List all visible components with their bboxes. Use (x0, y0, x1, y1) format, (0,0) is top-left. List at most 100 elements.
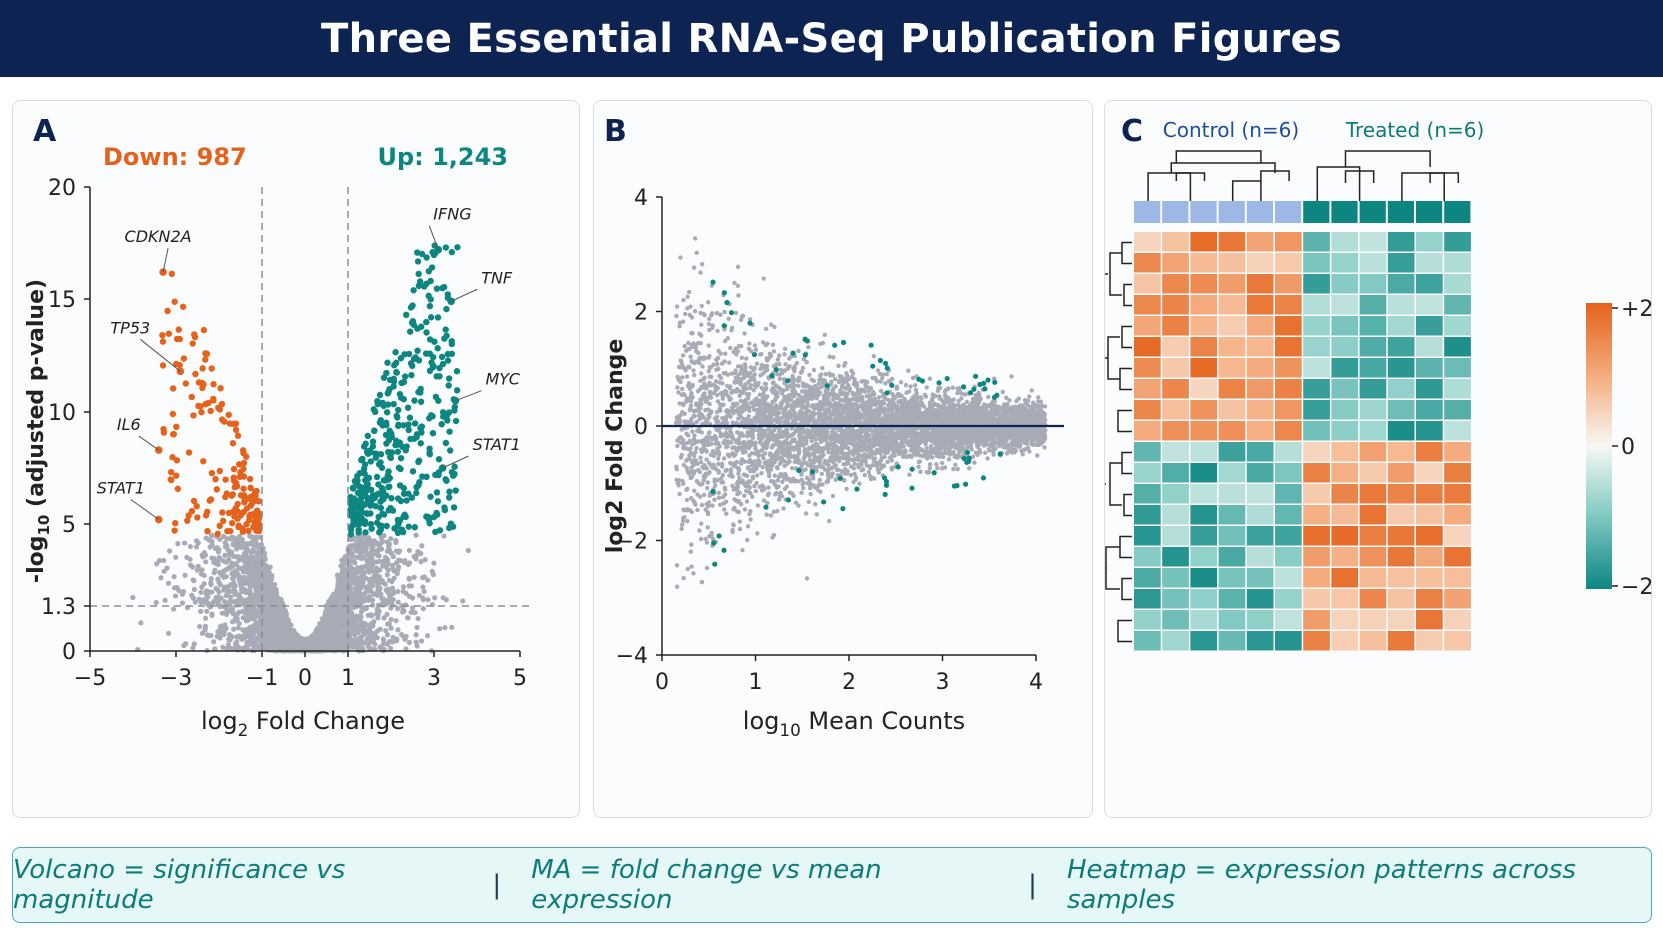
ns-point (231, 598, 237, 605)
down-point (175, 326, 182, 333)
up-point (409, 468, 417, 475)
down-point (240, 485, 247, 492)
down-point (212, 475, 219, 483)
up-point (410, 287, 417, 294)
ns-point (254, 556, 260, 562)
ns-point (311, 633, 317, 639)
ns-point (346, 566, 352, 572)
ns-point (393, 548, 399, 554)
ma-ns-point (694, 446, 699, 451)
down-point (207, 407, 214, 415)
ns-point (384, 565, 390, 571)
ns-point (175, 541, 181, 547)
ns-point (138, 620, 144, 626)
ns-point (253, 587, 259, 593)
ns-point (384, 611, 390, 617)
ma-ns-point (707, 393, 713, 398)
ns-point (411, 553, 417, 560)
ns-point (232, 588, 238, 595)
up-point (415, 270, 422, 278)
down-point (180, 355, 188, 362)
ns-point (378, 546, 385, 552)
ns-point (263, 628, 269, 634)
panel-label-b: B (604, 114, 627, 149)
ma-ns-point (753, 347, 759, 352)
ns-point (190, 595, 196, 601)
ns-point (344, 613, 350, 619)
volcano-panel: A Down: 987 Up: 1,243 CDKN2A TP53 IL6 STAT1… (12, 100, 580, 818)
down-point (239, 447, 247, 454)
ns-point (247, 635, 253, 641)
ns-point (211, 639, 217, 645)
ns-point (358, 614, 364, 620)
ns-point (222, 552, 228, 558)
volcano-y-tick: 20 (48, 176, 76, 201)
ns-point (287, 645, 293, 651)
ns-point (419, 543, 425, 549)
down-point (226, 420, 234, 427)
up-point (449, 523, 457, 530)
ns-point (372, 641, 378, 647)
ns-point (352, 632, 358, 638)
up-point (448, 338, 455, 345)
ns-point (193, 544, 200, 550)
down-point (216, 467, 223, 475)
down-point (189, 340, 196, 347)
down-point (213, 486, 220, 493)
ns-point (343, 579, 349, 585)
ns-point (228, 536, 234, 542)
ns-point (460, 598, 466, 604)
ns-point (418, 638, 425, 644)
ns-point (388, 625, 394, 631)
up-point (400, 422, 407, 429)
ns-point (362, 620, 368, 626)
ns-point (269, 576, 275, 582)
ns-point (193, 538, 200, 544)
down-point (240, 459, 248, 467)
ns-point (381, 596, 387, 602)
ns-point (416, 592, 423, 599)
down-point (184, 517, 191, 524)
gene-leader-line (428, 225, 439, 250)
ns-point (406, 575, 412, 581)
ma-ns-point (880, 375, 885, 381)
ns-point (351, 558, 357, 564)
ns-point (360, 549, 366, 555)
gene-label: MYC (486, 370, 521, 389)
ns-point (342, 554, 348, 560)
ns-point (348, 543, 354, 549)
ns-point (223, 573, 229, 580)
up-point (369, 438, 377, 445)
ns-point (187, 543, 193, 550)
up-point (444, 417, 451, 424)
ns-point (272, 642, 278, 648)
ns-point (255, 567, 261, 573)
ns-point (347, 609, 354, 615)
ns-point (240, 554, 246, 560)
ns-point (267, 615, 274, 621)
ns-point (249, 560, 255, 566)
ns-point (418, 559, 424, 565)
down-point (217, 385, 224, 392)
down-point (229, 440, 237, 447)
volcano-x-tick: 1 (341, 666, 355, 691)
down-point (210, 397, 217, 404)
up-point (371, 408, 379, 416)
ns-point (265, 633, 272, 639)
ns-point (377, 585, 383, 591)
ns-point (406, 560, 413, 566)
ns-point (248, 554, 255, 560)
ns-point (395, 606, 401, 612)
down-point (171, 527, 178, 534)
down-point (219, 509, 226, 516)
ns-point (204, 632, 211, 638)
ns-point (270, 623, 277, 629)
ma-ns-point (677, 491, 682, 497)
ns-point (421, 574, 428, 580)
ns-point (215, 629, 221, 635)
up-point (400, 484, 408, 492)
down-point (185, 449, 193, 456)
up-point (427, 412, 435, 419)
ns-point (389, 591, 395, 597)
ma-ns-point (775, 508, 780, 514)
